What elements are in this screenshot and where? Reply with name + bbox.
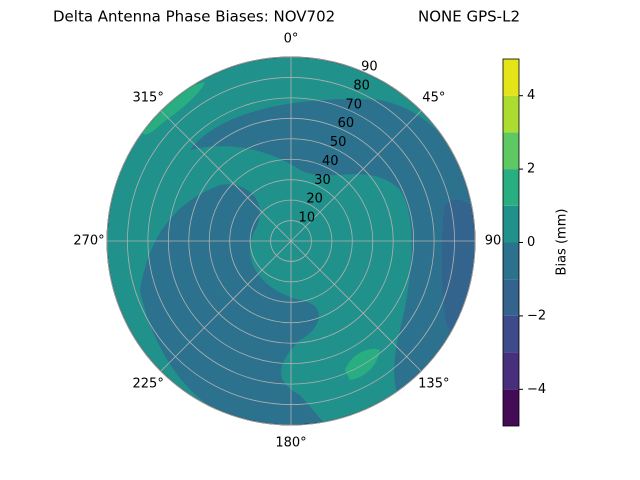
colorbar-band — [503, 205, 519, 243]
theta-tick-label: 0° — [284, 32, 299, 47]
grid-line — [160, 110, 292, 242]
r-tick-label: 10 — [299, 211, 316, 226]
colorbar-tick-label: 4 — [527, 88, 535, 103]
grid-line — [290, 240, 422, 372]
colorbar-band — [503, 95, 519, 133]
grid-line — [208, 158, 374, 324]
colorbar-tick-label: 0 — [527, 235, 535, 250]
colorbar-tick-label: −2 — [527, 308, 546, 323]
theta-tick-label: 225° — [133, 376, 164, 391]
r-tick-label: 80 — [353, 78, 370, 93]
grid-line — [160, 240, 292, 372]
r-tick-label: 90 — [361, 60, 378, 75]
contour-region — [140, 184, 330, 425]
colorbar-band — [503, 169, 519, 206]
colorbar-band — [503, 315, 519, 353]
colorbar-label: Bias (mm) — [555, 209, 570, 276]
r-tick-label: 30 — [314, 173, 331, 188]
grid-line — [147, 97, 435, 385]
r-tick-label: 20 — [306, 192, 323, 207]
colorbar-band — [503, 59, 519, 96]
colorbar-band — [503, 242, 519, 280]
r-tick-label: 50 — [330, 135, 347, 150]
chart-title: Delta Antenna Phase Biases: NOV702 — [53, 8, 335, 26]
r-tick-label: 70 — [345, 97, 362, 112]
grid-line — [249, 199, 333, 283]
colorbar-band — [503, 389, 519, 426]
contour-region — [140, 82, 205, 135]
grid-line — [290, 110, 422, 242]
grid-line — [127, 77, 455, 405]
contour-region — [190, 99, 475, 400]
chart-subtitle: NONE GPS-L2 — [418, 8, 520, 26]
theta-tick-label: 315° — [133, 91, 164, 106]
colorbar-band — [503, 132, 519, 170]
contour-region — [345, 348, 380, 380]
theta-tick-label: 180° — [275, 436, 306, 451]
theta-tick-label: 135° — [418, 376, 449, 391]
colorbar-band — [503, 352, 519, 390]
grid-line — [229, 179, 353, 303]
contour-region — [441, 199, 475, 330]
theta-tick-label: 270° — [73, 234, 104, 249]
grid-line — [106, 56, 476, 426]
colorbar-band — [503, 279, 519, 316]
r-tick-label: 40 — [322, 154, 339, 169]
grid-line — [167, 117, 415, 365]
grid-line — [270, 220, 312, 262]
theta-tick-label: 45° — [422, 91, 445, 106]
r-tick-label: 60 — [338, 116, 355, 131]
grid-line — [188, 138, 394, 344]
theta-tick-label: 90 — [485, 234, 502, 249]
colorbar-tick-label: −4 — [527, 382, 546, 397]
colorbar-tick-label: 2 — [527, 162, 535, 177]
